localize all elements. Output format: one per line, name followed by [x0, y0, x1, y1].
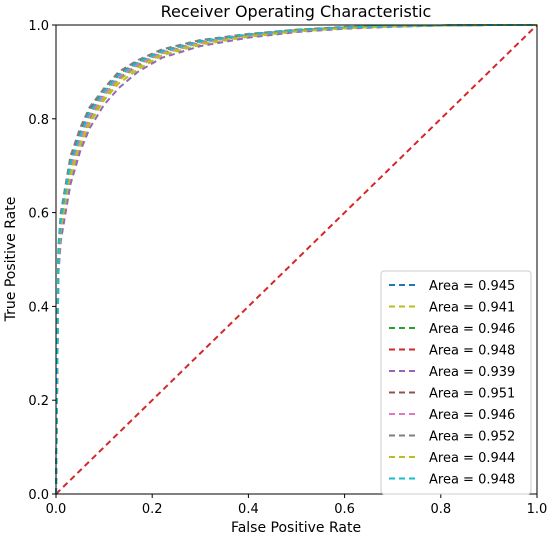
plot-frame — [55, 24, 538, 495]
y-tick-label: 0.8 — [28, 113, 49, 128]
chart-title: Receiver Operating Characteristic — [161, 2, 432, 21]
legend-label: Area = 0.945 — [429, 279, 515, 294]
series-layer — [55, 24, 538, 495]
legend-label: Area = 0.944 — [429, 451, 515, 466]
x-tick-label: 0.8 — [430, 502, 451, 517]
legend-label: Area = 0.939 — [429, 365, 515, 380]
y-tick-label: 1.0 — [28, 19, 49, 34]
ticks-layer: 0.0 0.2 0.4 0.6 0.8 1.0 0.0 0.2 0.4 0.6 0.8 1.0 — [28, 19, 547, 517]
x-tick-label: 0.6 — [334, 502, 355, 517]
legend-label: Area = 0.948 — [429, 344, 515, 359]
legend: Area = 0.945 Area = 0.941 Area = 0.946 Area… — [380, 270, 532, 495]
y-tick-label: 0.0 — [28, 488, 49, 503]
legend-label: Area = 0.946 — [429, 322, 515, 337]
legend-label: Area = 0.946 — [429, 408, 515, 423]
x-axis-label: False Positive Rate — [231, 520, 361, 536]
series-line-4 — [55, 24, 538, 495]
y-axis-label: True Positive Rate — [3, 197, 19, 323]
y-tick-label: 0.2 — [28, 394, 49, 409]
x-tick-label: 0.4 — [238, 502, 259, 517]
x-tick-label: 0.0 — [46, 502, 67, 517]
y-tick-label: 0.6 — [28, 207, 49, 222]
legend-label: Area = 0.948 — [429, 473, 515, 488]
legend-label: Area = 0.951 — [429, 387, 515, 402]
x-tick-label: 0.2 — [142, 502, 163, 517]
series-line-10 — [55, 24, 537, 495]
legend-label: Area = 0.952 — [429, 430, 515, 445]
y-tick-label: 0.4 — [28, 300, 49, 315]
x-tick-label: 1.0 — [527, 502, 548, 517]
series-line-5 — [55, 24, 537, 495]
series-line-8 — [55, 24, 537, 495]
legend-box — [380, 270, 532, 495]
legend-label: Area = 0.941 — [429, 301, 515, 316]
